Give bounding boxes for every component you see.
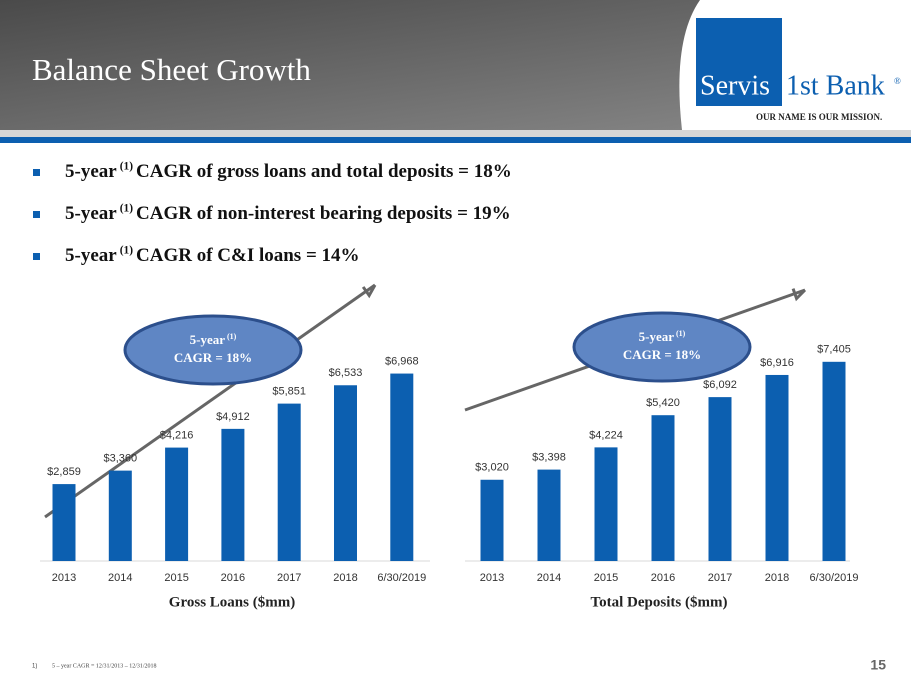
header-stripe (0, 130, 911, 137)
bar (221, 428, 245, 561)
x-tick-label: 6/30/2019 (377, 572, 426, 584)
value-label: $7,405 (817, 344, 851, 356)
value-label: $4,912 (216, 411, 250, 423)
footnote: 5 – year CAGR = 12/31/2013 – 12/31/2018 (52, 663, 157, 669)
cagr-text: 5-year (1) (639, 329, 686, 344)
cagr-sup: (1) (676, 329, 686, 338)
x-tick-label: 2017 (277, 572, 301, 584)
page-number: 15 (870, 657, 886, 673)
bullet-sup: (1) (120, 202, 133, 214)
x-tick-label: 2014 (108, 572, 132, 584)
bar (108, 470, 132, 561)
bullet-marker (33, 169, 40, 176)
cagr-text: CAGR = 18% (623, 347, 701, 362)
cagr-sup: (1) (227, 332, 237, 341)
x-tick-label: 2018 (765, 572, 789, 584)
bar (822, 361, 846, 561)
bullet-marker (33, 211, 40, 218)
value-label: $6,092 (703, 379, 737, 391)
bar (390, 373, 414, 561)
x-tick-label: 2017 (708, 572, 732, 584)
bullet: 5-year (1) CAGR of non-interest bearing de… (65, 202, 511, 224)
bullet-post: CAGR of non-interest bearing deposits = … (136, 203, 511, 224)
bullet-post: CAGR of gross loans and total deposits =… (136, 161, 512, 182)
x-tick-label: 6/30/2019 (810, 572, 859, 584)
logo-tagline: OUR NAME IS OUR MISSION. (756, 112, 882, 122)
bar (334, 385, 357, 561)
value-label: $6,916 (760, 357, 794, 369)
bar (765, 374, 789, 561)
bar (480, 479, 504, 561)
arrow-head (361, 284, 377, 299)
logo-mark: ® (894, 76, 901, 86)
value-label: $3,360 (103, 453, 137, 465)
x-tick-label: 2015 (594, 572, 618, 584)
bullet-marker (33, 253, 40, 260)
cagr-bubble (123, 314, 303, 386)
trend-arrow (44, 283, 376, 519)
x-tick-label: 2016 (651, 572, 675, 584)
bullet-sup: (1) (120, 244, 133, 256)
x-axis-label: Total Deposits ($mm) (591, 594, 728, 610)
x-tick-label: 2016 (221, 572, 245, 584)
bar (277, 403, 301, 561)
x-tick-label: 2013 (52, 572, 76, 584)
value-label: $6,533 (329, 367, 363, 379)
value-label: $4,224 (589, 429, 623, 441)
logo-name: 1st Bank (786, 70, 885, 101)
bar (651, 415, 675, 561)
x-tick-label: 2013 (480, 572, 504, 584)
value-label: $5,420 (646, 397, 680, 409)
value-label: $3,398 (532, 452, 566, 464)
logo-square (696, 18, 782, 106)
value-label: $5,851 (272, 386, 306, 398)
x-tick-label: 2018 (333, 572, 357, 584)
bar (594, 447, 618, 561)
slide-title: Balance Sheet Growth (32, 52, 311, 87)
bullet: 5-year (1) CAGR of gross loans and total d… (65, 160, 512, 182)
value-label: $6,968 (385, 355, 419, 367)
bar (165, 447, 189, 561)
x-axis-label: Gross Loans ($mm) (169, 594, 295, 610)
cagr-text: 5-year (1) (190, 332, 237, 347)
value-label: $3,020 (475, 462, 509, 474)
bar (52, 484, 76, 561)
x-tick-label: 2014 (537, 572, 561, 584)
bullet-pre: 5-year (65, 203, 117, 224)
cagr-pre: 5-year (639, 329, 675, 344)
footnote-marker: 1) (32, 664, 37, 670)
cagr-pre: 5-year (190, 332, 226, 347)
bullet-sup: (1) (120, 160, 133, 172)
value-label: $4,216 (160, 429, 194, 441)
header-stripe-blue (0, 137, 911, 143)
cagr-bubble (572, 311, 752, 383)
logo-name: Servis (700, 70, 770, 101)
bullet: 5-year (1) CAGR of C&I loans = 14% (65, 244, 360, 266)
bullet-post: CAGR of C&I loans = 14% (136, 245, 360, 266)
x-tick-label: 2015 (164, 572, 188, 584)
value-label: $2,859 (47, 466, 81, 478)
bullet-pre: 5-year (65, 245, 117, 266)
bar (708, 397, 732, 561)
arrow-head (791, 288, 807, 302)
cagr-text: CAGR = 18% (174, 350, 252, 365)
bullet-pre: 5-year (65, 161, 117, 182)
bar (537, 469, 561, 561)
